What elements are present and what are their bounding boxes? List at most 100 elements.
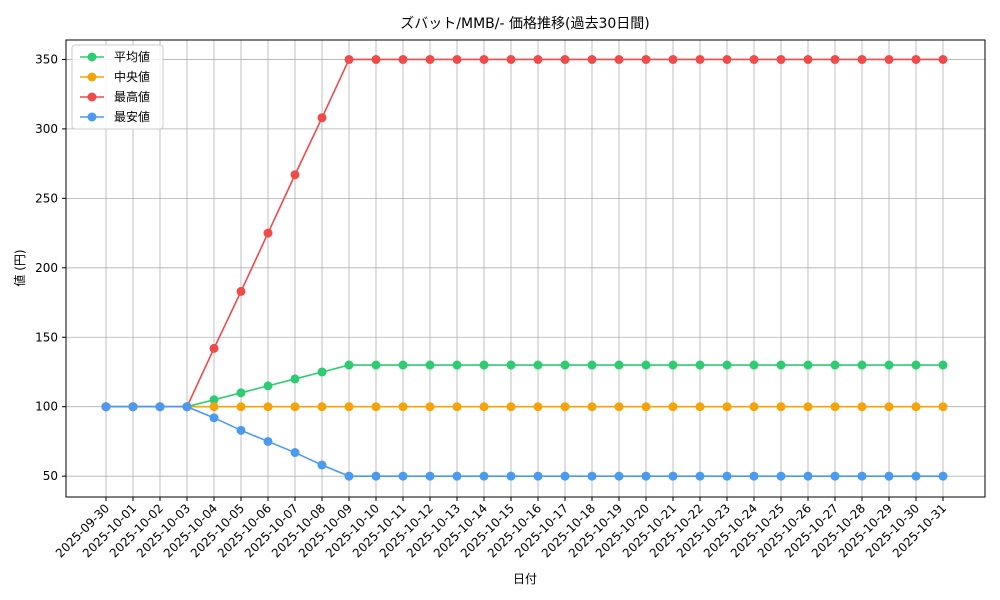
data-point [533,471,543,481]
data-point [776,471,786,481]
legend-label: 最高値 [114,89,150,104]
data-point [587,471,597,481]
data-point [749,54,759,64]
legend-marker [87,72,97,82]
y-tick-label: 50 [43,469,58,483]
data-point [425,471,435,481]
data-point [560,54,570,64]
data-point [668,471,678,481]
y-tick-label: 200 [35,261,58,275]
data-point [398,471,408,481]
data-point [857,360,867,370]
data-point [371,360,381,370]
data-point [398,402,408,412]
data-point [209,395,219,405]
data-point [884,54,894,64]
data-point [425,360,435,370]
data-point [425,402,435,412]
data-point [479,402,489,412]
data-point [452,54,462,64]
plot-frame [65,39,986,498]
data-point [479,360,489,370]
legend-marker [87,92,97,102]
data-point [722,471,732,481]
data-point [236,286,246,296]
data-point [533,54,543,64]
data-point [587,360,597,370]
data-point [857,54,867,64]
data-point [128,402,138,412]
y-tick-label: 300 [35,122,58,136]
data-point [641,471,651,481]
data-point [236,425,246,435]
legend-label: 中央値 [114,69,150,84]
data-point [884,360,894,370]
data-point [236,388,246,398]
data-point [560,402,570,412]
data-point [263,228,273,238]
data-point [344,360,354,370]
data-point [344,471,354,481]
data-point [911,402,921,412]
data-point [155,402,165,412]
data-point [560,471,570,481]
data-point [263,436,273,446]
data-point [263,381,273,391]
data-point [101,402,111,412]
data-point [614,54,624,64]
data-point [398,360,408,370]
data-point [830,402,840,412]
data-point [803,360,813,370]
legend-box [71,44,164,130]
data-point [614,402,624,412]
data-point [506,402,516,412]
data-point [209,413,219,423]
data-point [506,54,516,64]
data-point [506,471,516,481]
data-point [884,402,894,412]
data-point [938,54,948,64]
data-point [749,471,759,481]
data-point [722,402,732,412]
data-point [722,360,732,370]
y-axis-label: 値 (円) [12,249,27,286]
data-point [857,471,867,481]
data-point [371,402,381,412]
data-point [803,402,813,412]
data-point [290,402,300,412]
data-point [776,402,786,412]
data-point [830,471,840,481]
data-point [479,471,489,481]
data-point [614,471,624,481]
data-point [452,402,462,412]
legend-label: 最安値 [114,109,150,124]
data-point [290,170,300,180]
data-point [371,471,381,481]
data-point [803,471,813,481]
data-point [695,402,705,412]
data-point [722,54,732,64]
y-tick-label: 150 [35,330,58,344]
data-point [911,471,921,481]
data-point [452,471,462,481]
data-point [668,360,678,370]
data-point [290,374,300,384]
data-point [830,54,840,64]
data-point [452,360,462,370]
data-point [587,54,597,64]
data-point [803,54,813,64]
data-point [695,471,705,481]
data-point [614,360,624,370]
data-point [641,54,651,64]
data-point [938,360,948,370]
data-point [695,54,705,64]
data-point [425,54,435,64]
data-point [911,360,921,370]
data-point [317,460,327,470]
data-point [749,360,759,370]
data-point [857,402,867,412]
data-point [479,54,489,64]
y-tick-label: 250 [35,191,58,205]
data-point [749,402,759,412]
